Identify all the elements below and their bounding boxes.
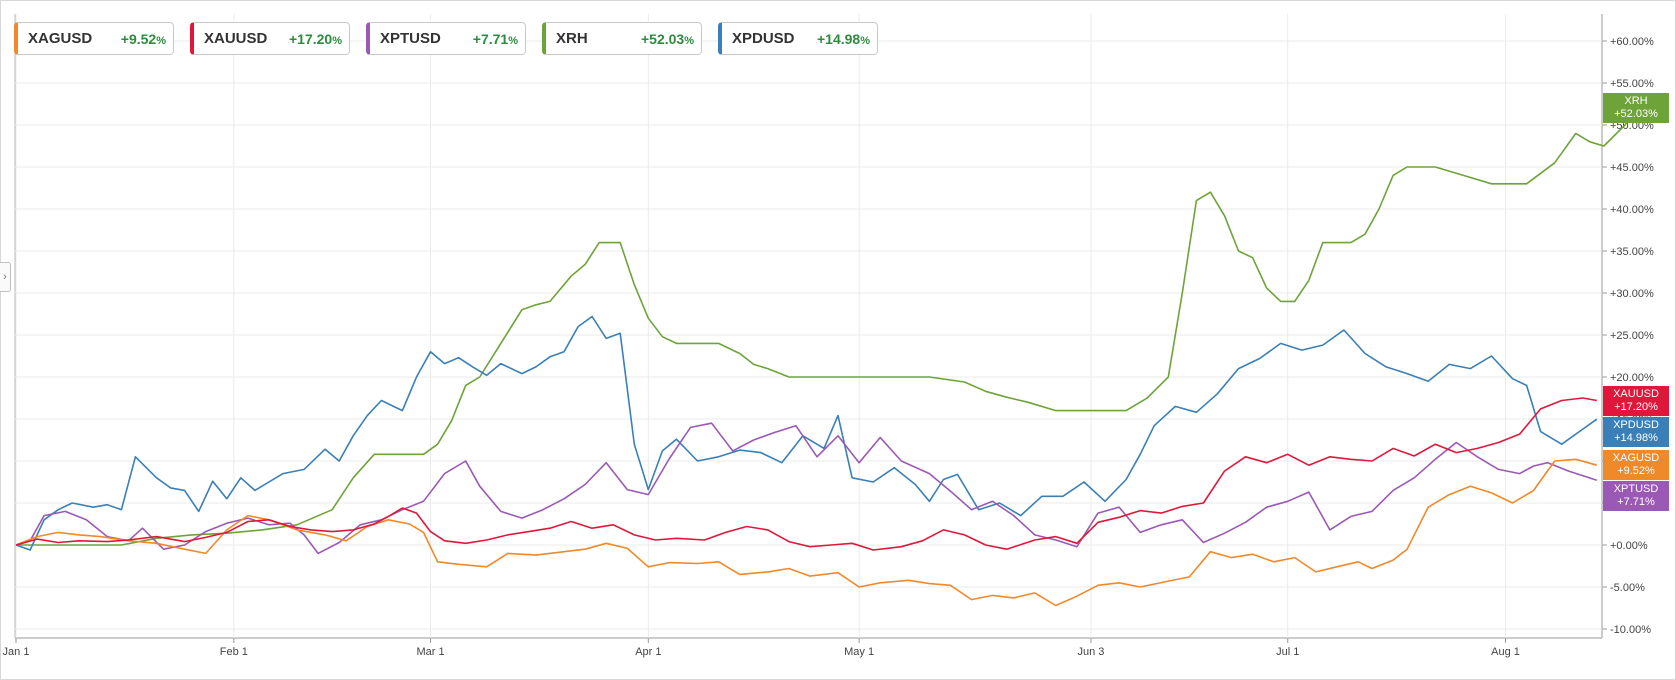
badge-value: +9.52% — [1617, 465, 1655, 478]
series-line-xagusd[interactable] — [15, 458, 1598, 607]
badge-symbol: XRH — [1624, 94, 1648, 107]
y-tick-label: +60.00% — [1610, 36, 1654, 48]
x-axis: Jan 1 Feb 1 Mar 1 Apr 1 May 1 Jun 3 Jul 1 Aug 1 — [3, 14, 1520, 658]
expand-panel-handle[interactable]: › — [0, 262, 11, 292]
legend-change: +14.98% — [817, 30, 870, 47]
badge-value: +52.03% — [1614, 107, 1658, 120]
x-tick-label: May 1 — [844, 646, 874, 658]
x-tick-label: Mar 1 — [416, 646, 444, 658]
y-tick-label: +30.00% — [1610, 288, 1654, 300]
legend-symbol: XPDUSD — [732, 30, 795, 47]
y-tick-label: +45.00% — [1610, 162, 1654, 174]
badge-xrh: XRH +52.03% — [1603, 92, 1669, 123]
percent-sign: % — [684, 34, 694, 47]
y-tick-label: +20.00% — [1610, 372, 1654, 384]
legend-change: +17.20% — [289, 30, 342, 47]
badge-value: +7.71% — [1617, 496, 1655, 509]
badge-value: +17.20% — [1614, 400, 1658, 413]
series-line-xauusd[interactable] — [15, 397, 1597, 551]
legend-symbol: XRH — [556, 30, 588, 47]
y-tick-label: +25.00% — [1610, 330, 1654, 342]
percent-sign: % — [332, 34, 342, 47]
badge-xauusd: XAUUSD +17.20% — [1603, 385, 1669, 416]
percent-sign: % — [860, 34, 870, 47]
y-tick-label: -5.00% — [1610, 582, 1645, 594]
legend-change: +52.03% — [641, 30, 694, 47]
x-tick-label: Apr 1 — [635, 646, 661, 658]
badge-symbol: XAGUSD — [1612, 452, 1660, 465]
legend-item-xpdusd[interactable]: XPDUSD +14.98% — [718, 22, 878, 55]
legend-item-xauusd[interactable]: XAUUSD +17.20% — [190, 22, 350, 55]
badge-value: +14.98% — [1614, 431, 1658, 444]
y-tick-label: +55.00% — [1610, 78, 1654, 90]
y-tick-label: -10.00% — [1610, 624, 1651, 636]
legend-item-xrh[interactable]: XRH +52.03% — [542, 22, 702, 55]
badge-symbol: XPDUSD — [1613, 418, 1659, 431]
badge-xagusd: XAGUSD +9.52% — [1603, 450, 1669, 481]
badge-symbol: XPTUSD — [1613, 483, 1659, 496]
legend-item-xagusd[interactable]: XAGUSD +9.52% — [14, 22, 174, 55]
legend-change: +7.71% — [472, 30, 518, 47]
x-tick-label: Aug 1 — [1491, 646, 1520, 658]
x-tick-label: Jan 1 — [3, 646, 30, 658]
y-tick-label: +0.00% — [1610, 540, 1648, 552]
x-tick-label: Jul 1 — [1276, 646, 1299, 658]
series-legend: XAGUSD +9.52% XAUUSD +17.20% XPTUSD +7.71% XRH… — [14, 22, 878, 55]
percent-sign: % — [156, 34, 166, 47]
x-tick-label: Jun 3 — [1078, 646, 1105, 658]
legend-symbol: XAGUSD — [28, 30, 93, 47]
y-tick-label: +35.00% — [1610, 246, 1654, 258]
legend-item-xptusd[interactable]: XPTUSD +7.71% — [366, 22, 526, 55]
series-line-xpdusd[interactable] — [15, 315, 1598, 551]
badge-symbol: XAUUSD — [1613, 387, 1659, 400]
series-line-xptusd[interactable] — [15, 422, 1598, 555]
y-tick-label: +40.00% — [1610, 204, 1654, 216]
badge-xptusd: XPTUSD +7.71% — [1603, 481, 1669, 512]
x-tick-label: Feb 1 — [220, 646, 248, 658]
chevron-right-icon: › — [3, 271, 7, 283]
percent-sign: % — [508, 34, 518, 47]
legend-change: +9.52% — [120, 30, 166, 47]
badge-xpdusd: XPDUSD +14.98% — [1603, 416, 1669, 447]
series-line-xrh[interactable] — [16, 107, 1640, 546]
legend-symbol: XAUUSD — [204, 30, 268, 47]
legend-symbol: XPTUSD — [380, 30, 441, 47]
